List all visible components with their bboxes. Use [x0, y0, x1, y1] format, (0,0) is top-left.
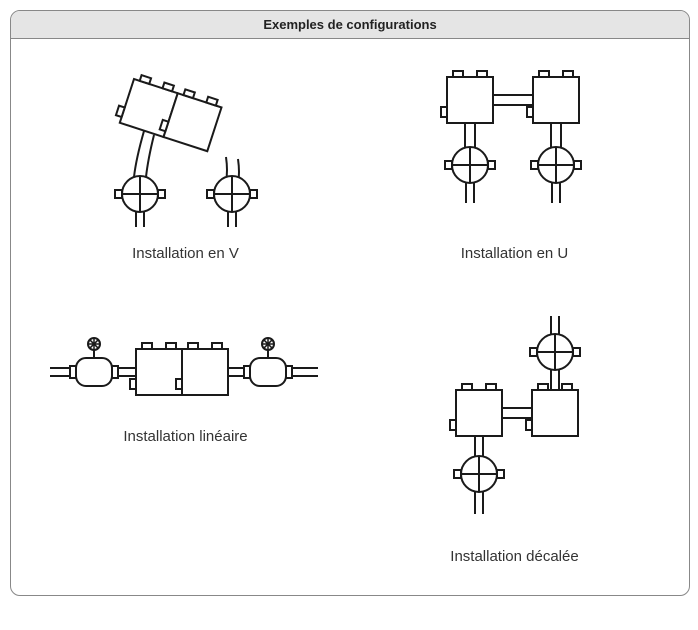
- panel-title: Exemples de configurations: [11, 11, 689, 39]
- config-cell-lineaire: Installation linéaire: [31, 312, 340, 565]
- diagram-decalee: [405, 312, 625, 532]
- diagram-lineaire: [46, 312, 326, 412]
- caption-u: Installation en U: [461, 245, 569, 262]
- config-panel: Exemples de configurations: [10, 10, 690, 596]
- panel-body: Installation en V: [11, 39, 689, 595]
- diagram-u: [405, 59, 625, 229]
- config-cell-decalee: Installation décalée: [360, 312, 669, 565]
- config-cell-u: Installation en U: [360, 59, 669, 262]
- caption-lineaire: Installation linéaire: [123, 428, 247, 445]
- diagram-v: [76, 59, 296, 229]
- config-grid: Installation en V: [31, 59, 669, 565]
- config-cell-v: Installation en V: [31, 59, 340, 262]
- caption-decalee: Installation décalée: [450, 548, 578, 565]
- caption-v: Installation en V: [132, 245, 239, 262]
